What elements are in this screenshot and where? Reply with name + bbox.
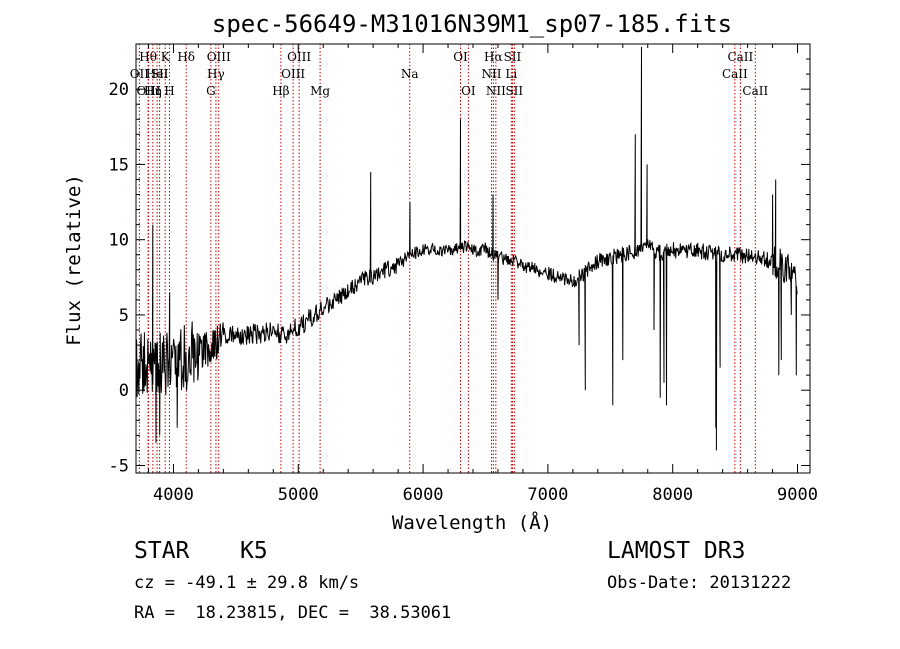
- subclass-label: K5: [240, 538, 268, 564]
- line-label: Mg: [310, 84, 330, 98]
- line-label: G: [206, 84, 216, 98]
- x-axis-label: Wavelength (Å): [392, 511, 552, 534]
- line-label: SII: [505, 84, 523, 98]
- line-markers: [138, 44, 756, 473]
- x-axis: 4000 5000 6000 7000 8000 9000: [147, 44, 818, 505]
- line-label: OI: [453, 50, 468, 64]
- line-label: K: [161, 50, 171, 64]
- line-label: OIII: [207, 50, 231, 64]
- line-label: Hα: [484, 50, 503, 64]
- y-tick-label: 5: [119, 306, 129, 326]
- line-label: Hθ: [139, 50, 157, 64]
- line-label: CaII: [722, 67, 748, 81]
- y-axis: -5 0 5 10 15 20: [109, 58, 810, 476]
- class-label: STAR: [134, 538, 190, 564]
- x-tick-label: 6000: [403, 485, 444, 505]
- chart-title: spec-56649-M31016N39M1_sp07-185.fits: [212, 10, 732, 38]
- obs-date-text: Obs-Date: 20131222: [607, 573, 792, 593]
- line-label: OIII: [287, 50, 311, 64]
- y-tick-label: 10: [109, 231, 129, 251]
- spectrum-line: [135, 46, 798, 451]
- line-labels: OIIHθOIIIHηHeISIIKHHδGHγOIIIHβOIIIOIIIMg…: [130, 50, 769, 98]
- line-label: H: [164, 84, 174, 98]
- x-tick-label: 8000: [652, 485, 693, 505]
- redshift-text: cz = -49.1 ± 29.8 km/s: [134, 573, 360, 593]
- x-tick-label: 4000: [153, 485, 194, 505]
- line-label: Hγ: [207, 67, 225, 81]
- line-label: Li: [505, 67, 517, 81]
- line-label: Hδ: [177, 50, 195, 64]
- y-tick-label: 0: [119, 381, 129, 401]
- line-label: Hη: [144, 84, 162, 98]
- x-tick-label: 5000: [278, 485, 319, 505]
- line-label: HeI: [146, 67, 169, 81]
- line-label: CaII: [727, 50, 753, 64]
- y-tick-label: -5: [109, 456, 129, 476]
- line-label: NII: [481, 67, 501, 81]
- y-axis-label: Flux (relative): [63, 174, 85, 346]
- x-tick-label: 9000: [777, 485, 818, 505]
- line-label: Na: [401, 67, 419, 81]
- plot-frame: [135, 43, 811, 474]
- y-tick-label: 15: [109, 155, 129, 175]
- line-label: NII: [486, 84, 506, 98]
- survey-label: LAMOST DR3: [607, 538, 746, 564]
- coords-text: RA = 18.23815, DEC = 38.53061: [134, 603, 452, 623]
- line-label: CaII: [742, 84, 768, 98]
- y-tick-label: 20: [109, 80, 129, 100]
- x-tick-label: 7000: [527, 485, 568, 505]
- line-label: OIII: [136, 84, 160, 98]
- line-label: OIII: [281, 67, 305, 81]
- line-label: SII: [151, 67, 169, 81]
- line-label: OI: [461, 84, 476, 98]
- line-label: Hβ: [272, 84, 289, 98]
- line-label: SII: [504, 50, 522, 64]
